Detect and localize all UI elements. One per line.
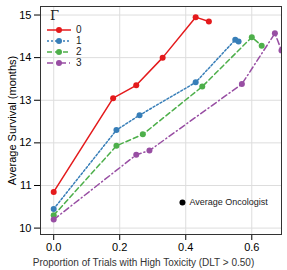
svg-text:0.6: 0.6 <box>244 241 259 253</box>
svg-text:0.4: 0.4 <box>178 241 193 253</box>
svg-text:11: 11 <box>20 179 31 191</box>
html-text:Proportion of Trials with High: Proportion of Trials with High Toxicity … <box>32 257 255 268</box>
html-text:3: 3 <box>76 56 82 68</box>
html-text:0: 0 <box>76 23 82 35</box>
svg-text:15: 15 <box>19 9 31 21</box>
svg-text:12: 12 <box>19 136 31 148</box>
svg-text:0.2: 0.2 <box>112 241 127 253</box>
html-text:Γ: Γ <box>50 8 59 23</box>
svg-text:Average Oncologist: Average Oncologist <box>189 197 268 207</box>
html-text:2: 2 <box>76 45 82 57</box>
svg-text:14: 14 <box>19 51 31 63</box>
svg-text:0.0: 0.0 <box>46 241 61 253</box>
svg-text:Average Survival (months): Average Survival (months) <box>6 56 18 185</box>
svg-text:13: 13 <box>19 94 31 106</box>
svg-text:10: 10 <box>19 222 31 234</box>
html-text:1: 1 <box>76 34 82 46</box>
